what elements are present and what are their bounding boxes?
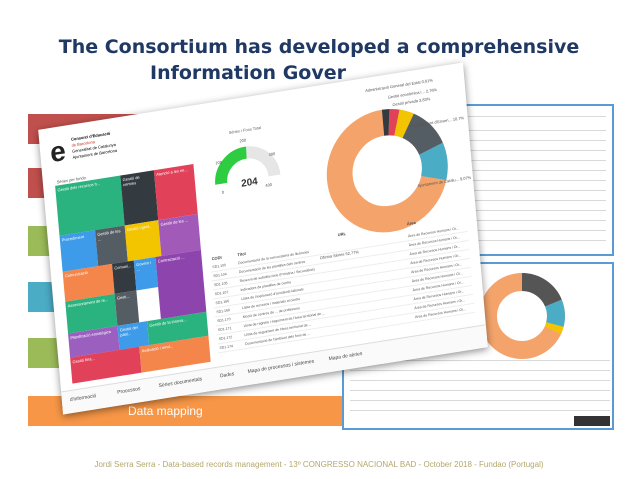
gauge-max: 400 [265,182,273,188]
tab-data[interactable]: Dades [219,371,235,380]
row-code: SD1.170 [216,317,231,324]
treemap-cell[interactable]: Procediment [59,230,99,272]
row-code: SD1.107 [214,290,229,297]
treemap-cell[interactable]: Gesti... [114,290,140,326]
treemap: Gestió dels recursos h... Gestió de cent… [55,163,211,384]
treemap-cell[interactable]: Comuni... [112,260,137,294]
donut-chart [307,84,468,257]
row-code: SD1.104 [213,272,227,279]
donut-svg [326,109,448,233]
gauge-fill [215,146,248,185]
col-header-area[interactable]: Àrea [406,219,416,227]
treemap-cell[interactable]: Contractació ... [155,249,207,319]
tab-series-map[interactable]: Mapa de sèries [328,350,363,363]
col-header-url[interactable]: URL [337,230,347,238]
row-code: SD1.171 [217,326,232,333]
data-mapping-label: Data mapping [128,404,203,418]
consorci-logo-mark: e [48,134,67,169]
slide-title-line1: The Consortium has developed a comprehen… [58,36,580,58]
row-code: SD1.166 [215,299,230,306]
gauge-min: 0 [222,189,225,194]
treemap-cell[interactable]: Atenció a les ne... [153,163,198,221]
row-code: SD1.105 [213,281,228,288]
donut-slice[interactable] [326,109,448,233]
tab-information[interactable]: d'informació [69,393,97,404]
gauge-svg: 0 400 100 200 300 [215,137,281,195]
treemap-cell[interactable]: Gestió de centres [120,170,159,226]
gauge-tick: 300 [268,151,276,157]
treemap-cell[interactable]: Govern i ... [133,257,159,291]
slide-title-line2: Information Gover [150,62,346,84]
treemap-cell[interactable]: Gestió de les ... [95,225,128,267]
col-header-title[interactable]: Títol [237,250,246,258]
gauge-tick: 200 [239,137,247,143]
row-code: SD1.174 [219,344,234,351]
tab-document-series[interactable]: Sèries documentals [158,376,203,390]
donut-slice[interactable] [326,109,448,233]
row-code: SD1.172 [218,335,233,342]
gauge: 0 400 100 200 300 [209,124,284,205]
consorci-logo: e Consorci d'Educació de Barcelona Gener… [49,124,141,174]
row-code: SD1.169 [216,308,231,315]
tab-processes[interactable]: Processos [117,386,141,396]
col-header-code[interactable]: CODI [211,254,222,262]
row-code: SD1.100 [212,263,227,270]
gauge-tick: 100 [215,159,223,165]
treemap-cell[interactable]: Gestió i gest... [124,220,162,262]
dashboard-screenshot: e Consorci d'Educació de Barcelona Gener… [38,62,488,415]
tab-process-map[interactable]: Mapa de processos i sistemes [247,358,315,376]
slide-footer: Jordi Serra Serra - Data-based records m… [94,460,544,469]
